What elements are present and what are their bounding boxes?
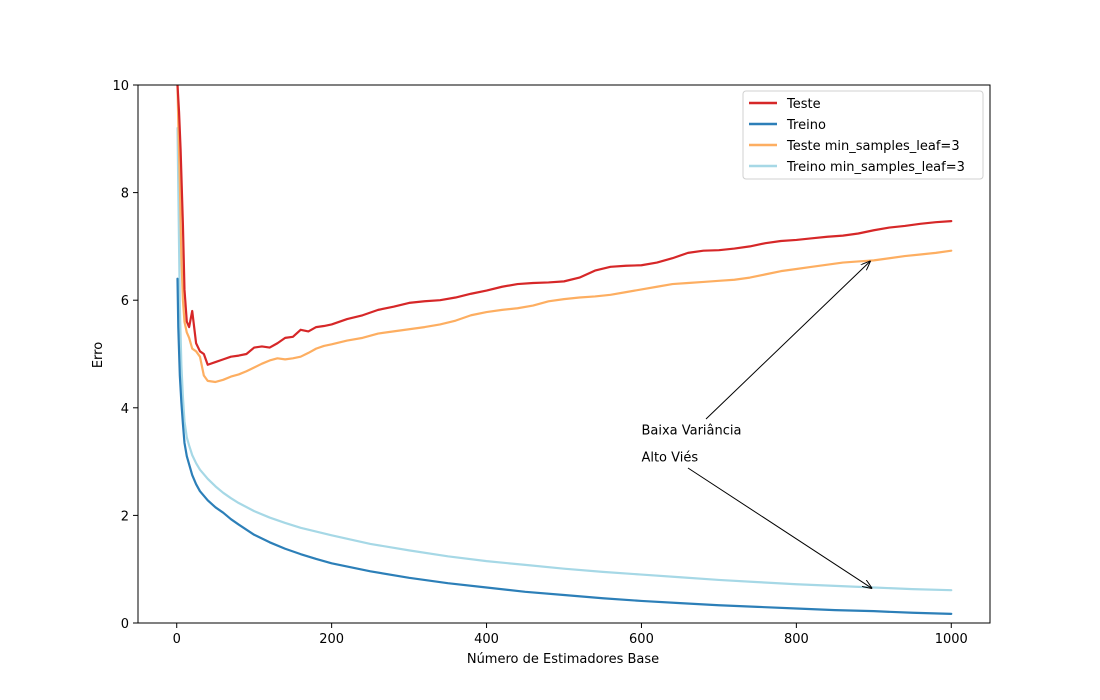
- y-tick-label: 4: [121, 402, 129, 417]
- annotation-arrow: [687, 467, 871, 588]
- series-lines: [176, 85, 953, 615]
- x-tick-label: 800: [784, 632, 809, 647]
- annotation-label: Alto Viés: [641, 451, 698, 466]
- legend-label: Teste min_samples_leaf=3: [786, 139, 960, 154]
- legend-box: [742, 90, 984, 180]
- legend-label: Teste: [786, 97, 821, 112]
- x-axis-label: Número de Estimadores Base: [467, 652, 659, 667]
- x-tick-label: 0: [173, 632, 181, 647]
- series-line-teste-min-samples-leaf-3: [176, 85, 953, 384]
- y-tick-label: 8: [121, 187, 129, 202]
- x-tick-label: 400: [474, 632, 499, 647]
- annotation-label: Baixa Variância: [641, 424, 741, 439]
- axes-frame: [137, 84, 991, 624]
- series-line-teste: [176, 85, 953, 366]
- annotation-arrow: [705, 261, 870, 420]
- y-axis-label: Erro: [91, 342, 106, 368]
- series-line-treino-min-samples-leaf-3: [176, 126, 953, 592]
- x-tick-label: 600: [629, 632, 654, 647]
- y-tick-label: 10: [112, 79, 129, 94]
- plot-area: [176, 85, 953, 615]
- axes: 0 200 400 600 800 1000 0 2 4 6 8 10: [112, 79, 991, 647]
- y-tick-label: 6: [121, 294, 129, 309]
- x-tick-label: 1000: [935, 632, 968, 647]
- legend: Teste Treino Teste min_samples_leaf=3 Trein…: [742, 90, 984, 180]
- x-tick-label: 200: [319, 632, 344, 647]
- annotations: Baixa Variância Alto Viés: [641, 261, 871, 588]
- y-tick-label: 2: [121, 509, 129, 524]
- legend-label: Treino min_samples_leaf=3: [786, 160, 965, 175]
- legend-label: Treino: [786, 118, 826, 133]
- y-tick-label: 0: [121, 617, 129, 632]
- series-line-treino: [176, 277, 953, 615]
